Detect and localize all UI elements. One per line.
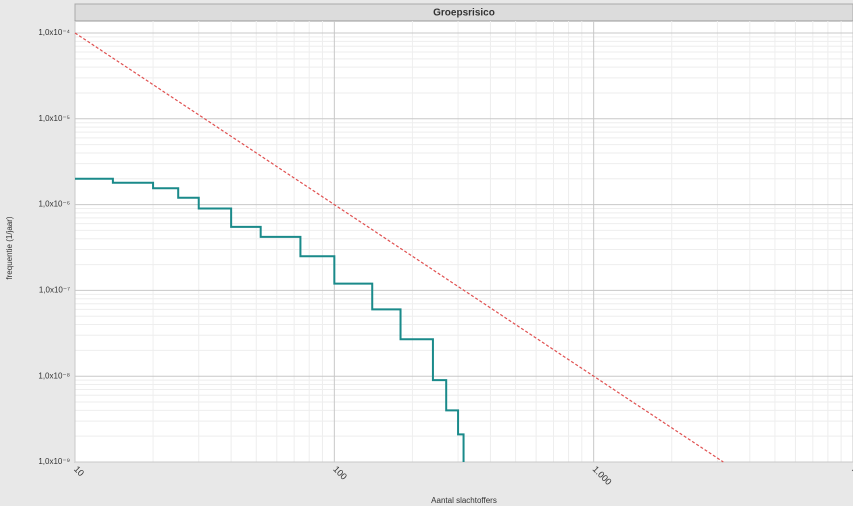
y-tick-label: 1,0x10⁻⁵ (38, 114, 70, 123)
chart-title: Groepsrisico (433, 8, 495, 19)
x-axis-label: Aantal slachtoffers (431, 496, 497, 505)
x-tick-label: 1.000 (591, 464, 614, 487)
series-line (74, 32, 724, 463)
x-tick-label: 100 (331, 464, 349, 482)
series-line (75, 177, 465, 462)
x-tick-label: 10 (72, 464, 86, 478)
y-tick-label: 1,0x10⁻⁷ (39, 286, 70, 295)
y-tick-label: 1,0x10⁻⁹ (38, 457, 70, 466)
y-tick-label: 1,0x10⁻⁸ (38, 371, 70, 380)
y-tick-label: 1,0x10⁻⁴ (38, 28, 70, 37)
y-axis-label: frequentie (1/jaar) (5, 216, 14, 279)
y-tick-label: 1,0x10⁻⁶ (38, 200, 70, 209)
plot-area (74, 20, 853, 463)
